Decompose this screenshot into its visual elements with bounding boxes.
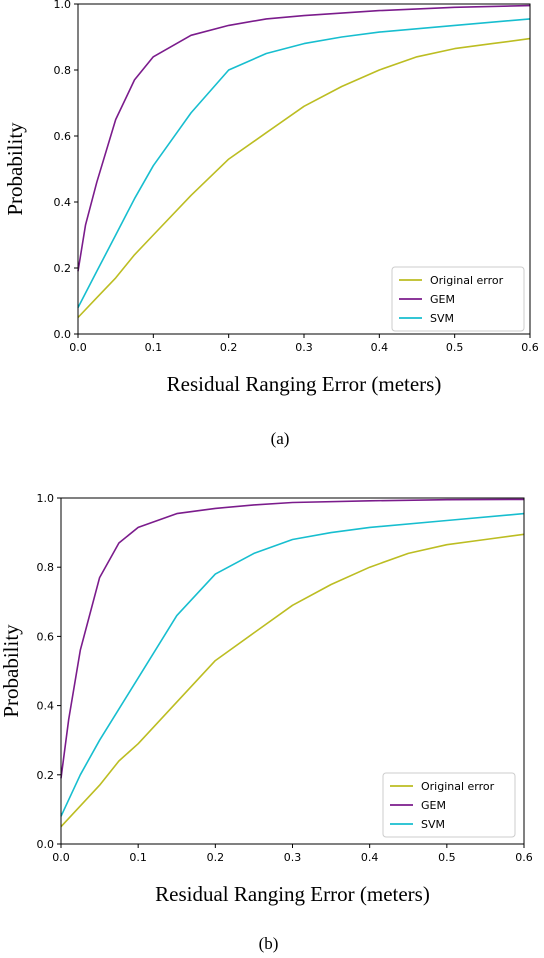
x-tick-label: 0.6 [521, 341, 539, 354]
legend-box [382, 772, 516, 838]
y-axis-label: Probability [0, 624, 23, 718]
x-tick-label: 0.3 [284, 851, 302, 864]
y-tick-label: 0.2 [37, 769, 55, 782]
series-line-gem [77, 4, 531, 272]
x-tick-label: 0.6 [515, 851, 533, 864]
series-line-svm [60, 512, 525, 817]
x-tick-label: 0.1 [129, 851, 147, 864]
legend-entry: GEM [421, 799, 446, 812]
x-tick-label: 0.4 [361, 851, 379, 864]
chart-b: 0.0 0.1 0.2 0.3 0.4 0.5 0.6 0.0 0.2 0.4 0.6 0.8 1.0 R… [0, 492, 533, 953]
x-tick-label: 0.4 [371, 341, 389, 354]
x-tick-label: 0.5 [438, 851, 456, 864]
x-tick-label: 0.0 [52, 851, 70, 864]
y-tick-label: 0.0 [37, 838, 55, 851]
x-tick-label: 0.2 [207, 851, 225, 864]
y-tick-label: 0.6 [54, 130, 72, 143]
legend-box [391, 266, 525, 332]
y-tick-label: 0.8 [37, 561, 55, 574]
y-tick-label: 0.2 [54, 262, 72, 275]
x-tick-label: 0.5 [446, 341, 464, 354]
y-tick-label: 0.6 [37, 630, 55, 643]
y-tick-label: 0.4 [54, 196, 72, 209]
y-tick-label: 0.0 [54, 328, 72, 341]
y-tick-label: 0.4 [37, 700, 55, 713]
y-axis-label: Probability [3, 122, 27, 216]
y-tick-label: 1.0 [54, 0, 72, 11]
legend-entry: SVM [430, 312, 454, 325]
series-line-svm [77, 18, 531, 308]
figure-caption: (b) [259, 934, 279, 953]
series-line-original-error [77, 37, 531, 319]
legend-entry: GEM [430, 293, 455, 306]
figure-caption: (a) [271, 429, 290, 448]
chart-a: 0.0 0.1 0.2 0.3 0.4 0.5 0.6 0.0 0.2 0.4 0.6 0.8 1.0 R… [3, 0, 539, 448]
x-tick-label: 0.1 [145, 341, 163, 354]
series-line-gem [60, 498, 525, 779]
x-tick-label: 0.3 [295, 341, 313, 354]
x-tick-label: 0.2 [220, 341, 238, 354]
x-axis-label: Residual Ranging Error (meters) [167, 372, 442, 396]
x-axis-label: Residual Ranging Error (meters) [155, 882, 430, 906]
legend-entry: Original error [430, 274, 504, 287]
y-tick-label: 1.0 [37, 492, 55, 505]
legend-entry: SVM [421, 818, 445, 831]
legend-entry: Original error [421, 780, 495, 793]
y-tick-label: 0.8 [54, 64, 72, 77]
series-line-original-error [60, 533, 525, 828]
x-tick-label: 0.0 [69, 341, 87, 354]
